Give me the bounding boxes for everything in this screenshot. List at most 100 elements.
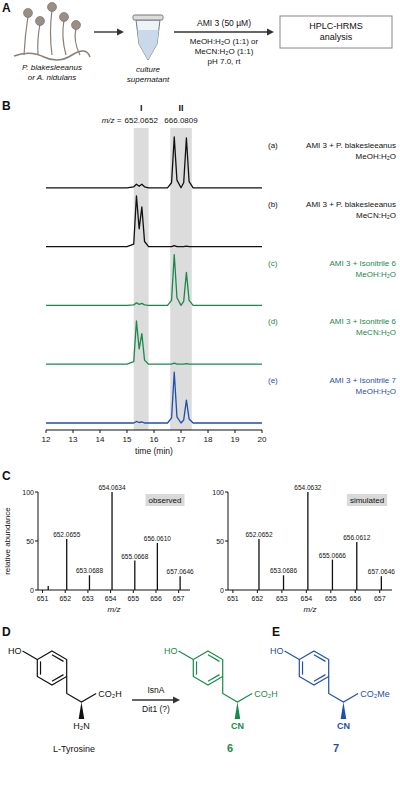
- trace-label: (e): [268, 376, 278, 385]
- trace: [46, 255, 262, 306]
- peak-label: 655.0668: [121, 553, 148, 560]
- x-tick: [154, 430, 155, 433]
- x-tick-label: 18: [204, 435, 213, 444]
- title-box: [347, 494, 387, 506]
- x-tick: [127, 430, 128, 433]
- figure: AP. blakesleeanusor A. nidulansculturesu…: [0, 0, 400, 790]
- sticks: [48, 492, 180, 590]
- atom-label: H₂N: [73, 721, 90, 731]
- y-tick: [35, 590, 38, 591]
- y-tick-label: 100: [22, 489, 34, 496]
- trace-label: (a): [268, 141, 278, 150]
- trace: [46, 196, 262, 247]
- stick: [48, 586, 49, 590]
- peak-label: 653.0688: [76, 567, 103, 574]
- x-tick: [257, 590, 258, 593]
- x-axis-title: m/z: [108, 605, 121, 614]
- x-tick: [232, 590, 233, 593]
- trace: [46, 372, 262, 423]
- x-tick-label: 16: [150, 435, 159, 444]
- x-tick: [178, 590, 179, 593]
- stick: [381, 576, 382, 590]
- y-tick: [225, 492, 228, 493]
- panel-letter: A: [2, 1, 11, 15]
- ring: [193, 651, 222, 685]
- x-tick: [100, 430, 101, 433]
- x-tick: [110, 590, 111, 593]
- double-bond: [208, 655, 219, 662]
- mz-label: m/z =: [102, 116, 122, 125]
- y-tick: [35, 492, 38, 493]
- analysis: HPLC-HRMS: [309, 21, 363, 31]
- trace-name: AMI 3 + Isonitrile 6: [330, 317, 397, 326]
- bond: [285, 651, 300, 660]
- reaction-arrow-head: [173, 697, 180, 704]
- y-tick: [225, 541, 228, 542]
- wedge-bond: [235, 702, 241, 719]
- x-tick-label: 17: [177, 435, 186, 444]
- organism: P. blakesleeanus: [22, 63, 82, 72]
- atom-label: CN: [337, 721, 350, 731]
- x-tick-label: 653: [82, 595, 94, 602]
- spectrum-title: simulated: [350, 496, 384, 505]
- organism: or A. nidulans: [28, 73, 77, 82]
- y-tick: [35, 541, 38, 542]
- x-tick-label: 654: [300, 595, 312, 602]
- stick: [307, 492, 308, 590]
- x-tick-label: 651: [37, 595, 49, 602]
- region-band: [134, 128, 149, 430]
- x-tick-label: 20: [258, 435, 267, 444]
- x-tick-label: 19: [231, 435, 240, 444]
- x-tick: [73, 430, 74, 433]
- x-tick-label: 651: [227, 595, 239, 602]
- trace-name: AMI 3 + Isonitrile 7: [330, 376, 397, 385]
- bond: [67, 677, 96, 703]
- double-bond: [302, 661, 303, 674]
- peak-label: 656.0612: [343, 534, 370, 541]
- x-tick-label: 14: [96, 435, 105, 444]
- trace-solvent: MeOH:H₂O: [356, 270, 396, 279]
- region-label: I: [140, 103, 143, 113]
- sporangiophore: [75, 28, 80, 55]
- y-tick-label: 0: [220, 587, 224, 594]
- atom-label: CO₂H: [254, 689, 278, 699]
- double-bond: [196, 661, 197, 674]
- arrow-head: [117, 29, 124, 36]
- wedge-bond: [79, 702, 85, 719]
- stick: [283, 575, 284, 590]
- double-bond: [314, 675, 325, 682]
- panel-letter: B: [2, 99, 11, 113]
- x-tick: [155, 590, 156, 593]
- y-tick: [225, 590, 228, 591]
- y-tick-label: 50: [216, 538, 224, 545]
- arrow: [174, 31, 268, 32]
- x-tick: [235, 430, 236, 433]
- sporangium: [72, 21, 81, 30]
- sporangiophore: [51, 10, 53, 55]
- bond: [329, 677, 358, 703]
- sporangiophore: [38, 24, 40, 55]
- trace-label: (c): [268, 259, 278, 268]
- trace-solvent: MeCN:H₂O: [356, 211, 396, 220]
- x-tick-label: 15: [123, 435, 132, 444]
- region-label: II: [178, 103, 183, 113]
- compound-name: L-Tyrosine: [53, 744, 95, 754]
- x-tick-label: 652: [59, 595, 71, 602]
- x-tick: [379, 590, 380, 593]
- sporangium: [36, 17, 45, 26]
- peak-label: 654.0632: [294, 484, 321, 491]
- arrow-head: [267, 29, 274, 36]
- peak-label: 654.0634: [98, 484, 125, 491]
- trace-name: AMI 3 + P. blakesleeanus: [306, 141, 396, 150]
- bond: [179, 651, 194, 660]
- atom-label: CN: [231, 721, 244, 731]
- x-tick-label: 655: [127, 595, 139, 602]
- trace-solvent: MeCN:H₂O: [356, 328, 396, 337]
- double-bond: [52, 675, 63, 682]
- condition: MeOH:H₂O (1:1) or: [190, 37, 259, 46]
- stick: [157, 543, 158, 590]
- stick: [89, 575, 90, 590]
- compound-name: 6: [227, 742, 233, 754]
- sporangium: [24, 9, 33, 18]
- double-bond: [52, 655, 63, 662]
